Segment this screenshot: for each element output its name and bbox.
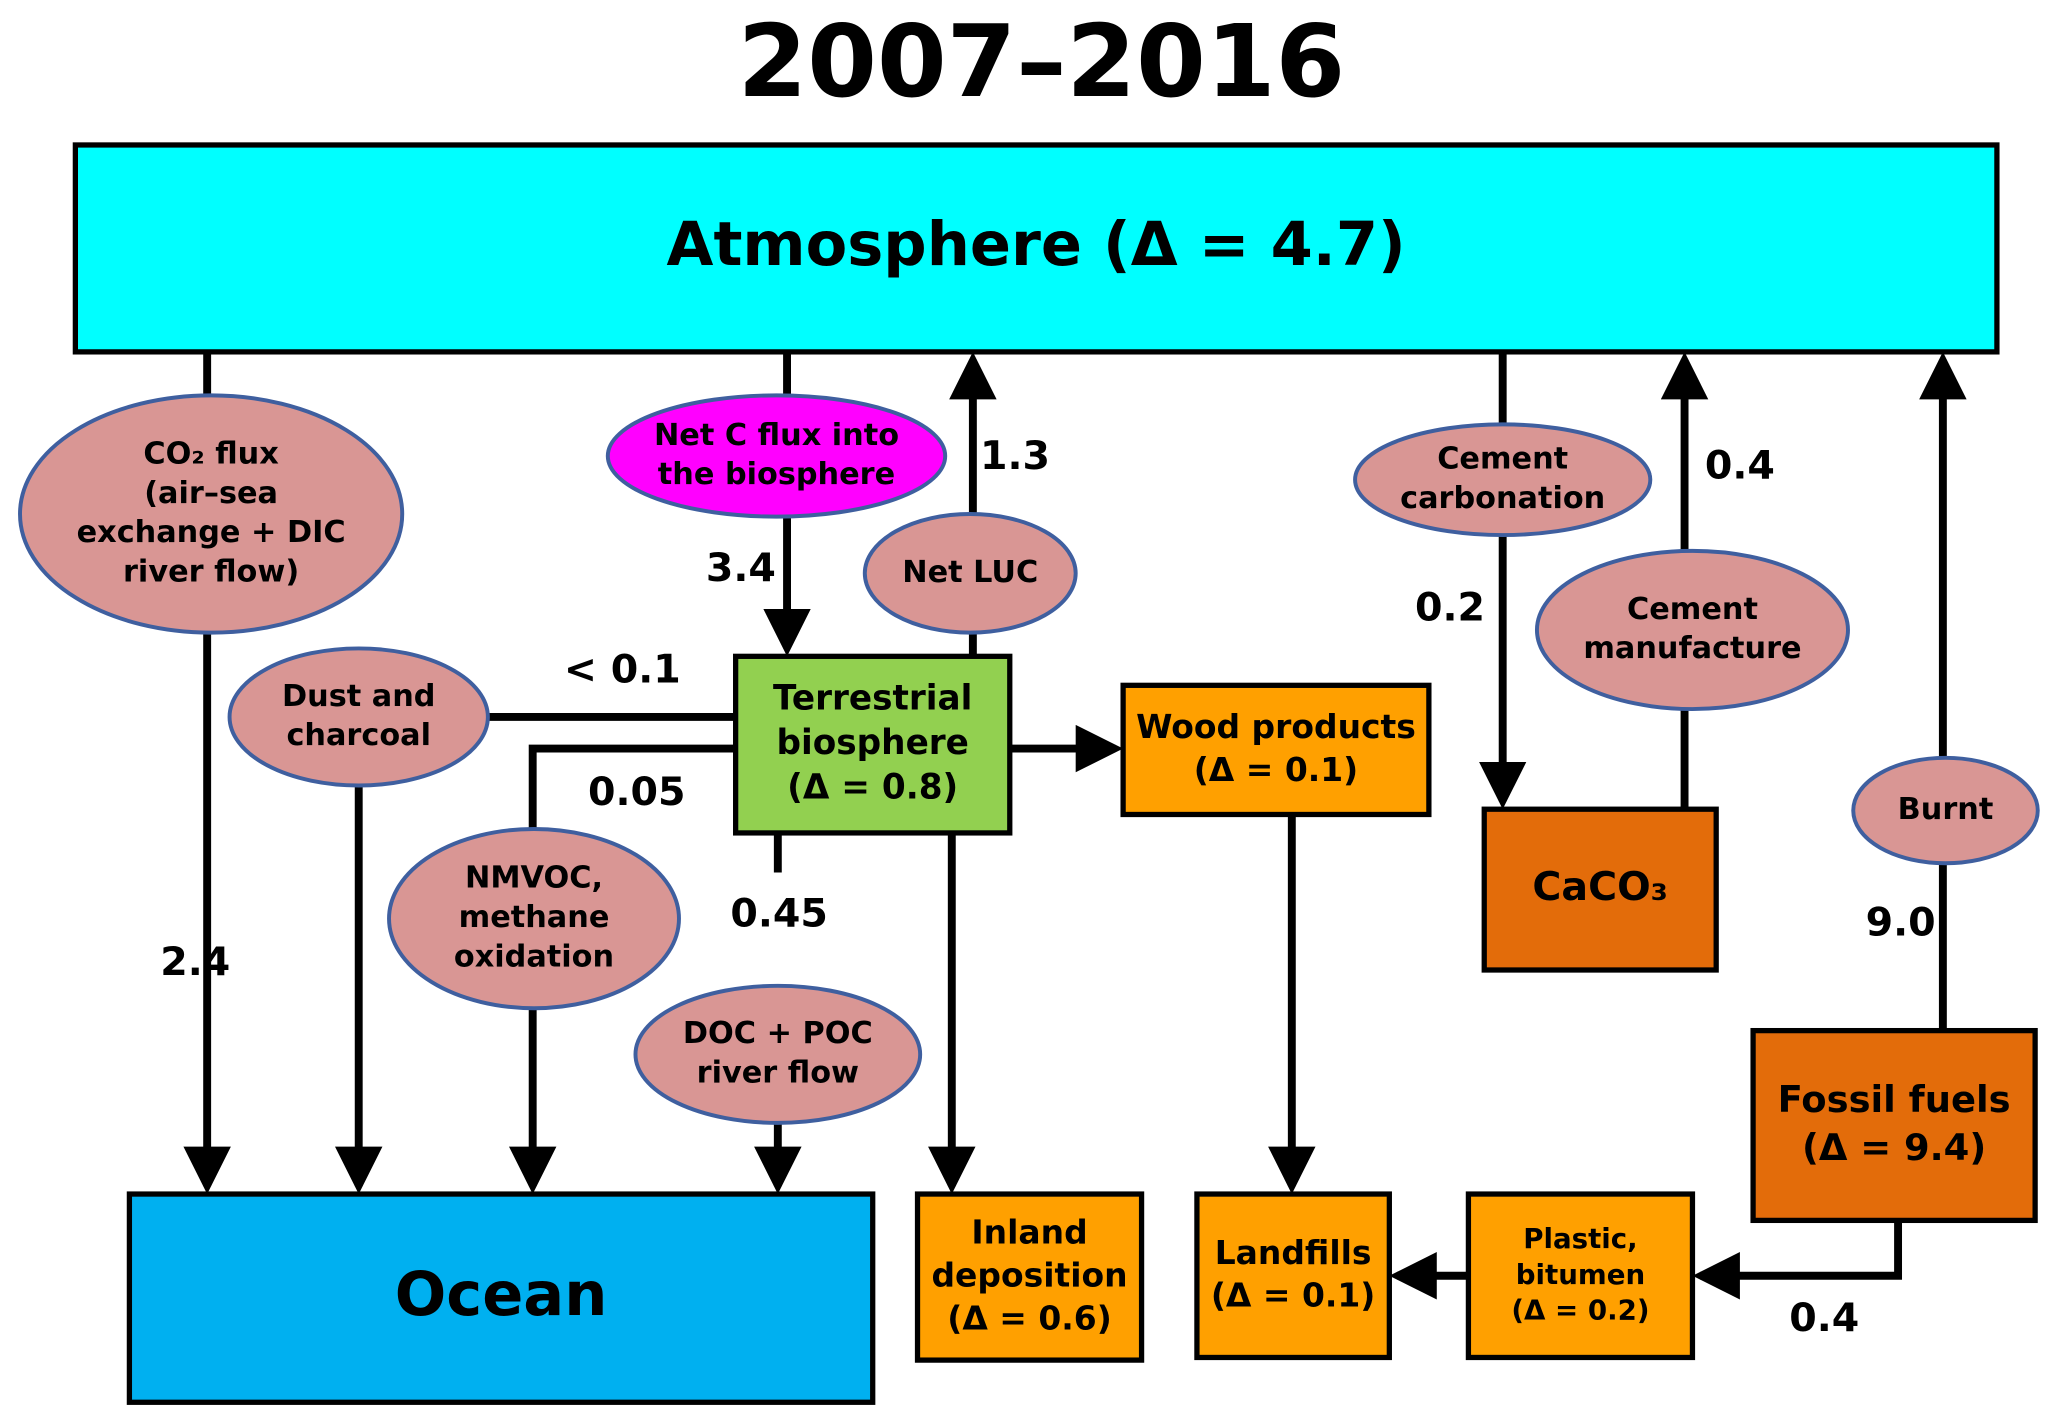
box-label: Terrestrial: [773, 679, 972, 719]
box-frame: [1194, 1191, 1392, 1361]
box-label: (Δ = 0.2): [1511, 1294, 1649, 1327]
box-label: Fossil fuels: [1778, 1078, 2011, 1121]
process-ellipse: [1353, 422, 1653, 538]
box-label: (Δ = 0.6): [947, 1298, 1111, 1337]
process: Dust and charcoal: [227, 646, 490, 788]
flux-value: 3.4: [706, 545, 776, 591]
box-frame: [1481, 806, 1719, 973]
box-frame: [126, 1191, 876, 1405]
box-frame: [1465, 1191, 1696, 1361]
process-label: (air–sea: [144, 476, 278, 511]
process-ellipse: [18, 393, 405, 635]
box: Plastic,bitumen(Δ = 0.2): [1465, 1191, 1696, 1361]
process: Net C flux into the biosphere: [605, 393, 948, 519]
process-ellipse: [862, 512, 1078, 635]
process-ellipse: [605, 393, 948, 519]
process-label: Dust and: [282, 679, 435, 714]
box-label: Plastic,: [1523, 1222, 1637, 1255]
flux-value: 0.05: [588, 769, 686, 815]
box-label: Ocean: [395, 1260, 608, 1330]
box-label: Atmosphere (Δ = 4.7): [667, 210, 1406, 280]
process: Net LUC: [862, 512, 1078, 635]
box-label: CaCO₃: [1532, 864, 1668, 910]
process-label: CO₂ flux: [143, 436, 279, 471]
box-label: biosphere: [776, 723, 968, 763]
flux-value: 0.45: [730, 890, 828, 936]
process-label: the biosphere: [658, 457, 895, 492]
process: Cement carbonation: [1353, 422, 1653, 538]
shapes: Atmosphere (Δ = 4.7) Terrestrialbiosphere…: [18, 142, 2040, 1405]
box-label: (Δ = 0.8): [787, 768, 958, 808]
process-label: NMVOC,: [465, 861, 603, 896]
box-label: Landfills: [1215, 1233, 1372, 1272]
box-label: bitumen: [1516, 1258, 1645, 1291]
flux-value: 0.4: [1789, 1295, 1859, 1341]
process: Burnt: [1851, 755, 2040, 866]
flux-value: 9.0: [1866, 900, 1936, 946]
process-label: carbonation: [1400, 481, 1605, 516]
box: Ocean: [126, 1191, 876, 1405]
flow-arrow: [1692, 1220, 1903, 1300]
process-label: Net C flux into: [654, 418, 899, 453]
process-ellipse: [227, 646, 490, 788]
process-label: Cement: [1437, 442, 1568, 477]
process: DOC + POC river flow: [633, 983, 923, 1125]
process-label: methane: [459, 900, 610, 935]
box-frame: [1120, 682, 1432, 818]
box-label: (Δ = 0.1): [1211, 1276, 1375, 1315]
flux-value: 0.4: [1705, 442, 1775, 488]
box-frame: [914, 1191, 1145, 1363]
box: Inland deposition(Δ = 0.6): [914, 1191, 1145, 1363]
box: Atmosphere (Δ = 4.7): [72, 142, 2000, 355]
box: Landfills (Δ = 0.1): [1194, 1191, 1392, 1361]
process: CO₂ flux (air–sea exchange + DIC river flow…: [18, 393, 405, 635]
process-label: Cement: [1627, 592, 1758, 627]
box-label: Wood products: [1136, 707, 1416, 746]
title: 2007–2016: [738, 3, 1346, 120]
process-label: oxidation: [454, 940, 614, 975]
box-label: deposition: [931, 1256, 1127, 1295]
process-label: DOC + POC: [683, 1016, 873, 1051]
process-label: river flow): [123, 555, 299, 590]
process-ellipse: [633, 983, 923, 1125]
flux-value: < 0.1: [564, 647, 681, 693]
process: NMVOC, methane oxidation: [387, 827, 681, 1011]
box-frame: [1750, 1027, 2038, 1224]
process: Cement manufacture: [1534, 548, 1850, 712]
box: Fossil fuels (Δ = 9.4): [1750, 1027, 2038, 1224]
box-frame: [72, 142, 2000, 355]
flux-value: 0.2: [1415, 585, 1485, 631]
process-label: Burnt: [1898, 792, 1994, 827]
process-label: manufacture: [1583, 631, 1801, 666]
process-label: exchange + DIC: [77, 515, 346, 550]
box-frame: [733, 653, 1013, 836]
flux-value: 2.4: [160, 939, 230, 985]
flux-value: 1.3: [980, 433, 1050, 479]
process-label: Net LUC: [902, 555, 1038, 590]
box-label: (Δ = 0.1): [1194, 750, 1358, 789]
process-ellipse: [387, 827, 681, 1011]
process-label: river flow: [697, 1056, 859, 1091]
process-ellipse: [1851, 755, 2040, 866]
box-label: Inland: [971, 1213, 1087, 1252]
box-label: (Δ = 9.4): [1802, 1126, 1986, 1169]
flow-arrow: [508, 744, 736, 1195]
box: CaCO₃: [1481, 806, 1719, 973]
process-ellipse: [1534, 548, 1850, 712]
box: Wood products (Δ = 0.1): [1120, 682, 1432, 818]
process-label: charcoal: [286, 718, 431, 753]
